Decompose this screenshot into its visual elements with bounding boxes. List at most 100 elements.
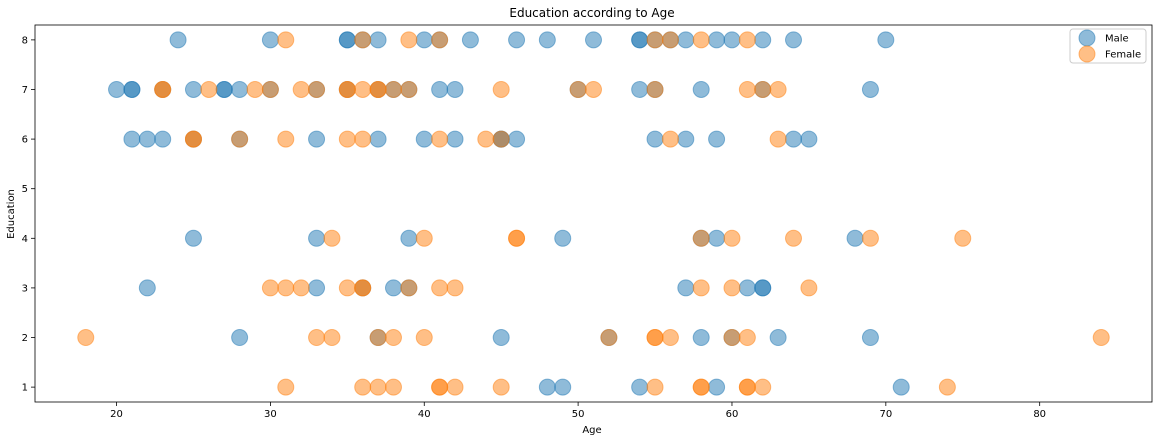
point-male-10 xyxy=(538,31,556,49)
point-male-49 xyxy=(308,130,326,148)
point-female-9 xyxy=(154,80,172,98)
point-male-67 xyxy=(846,229,864,247)
point-female-51 xyxy=(292,279,310,297)
point-female-13 xyxy=(292,80,310,98)
point-male-43 xyxy=(861,80,879,98)
point-female-34 xyxy=(354,130,372,148)
point-female-38 xyxy=(661,130,679,148)
point-female-73 xyxy=(1092,329,1110,347)
point-male-6 xyxy=(415,31,433,49)
point-female-6 xyxy=(692,31,710,49)
point-female-72 xyxy=(738,329,756,347)
y-tick-label: 5 xyxy=(22,184,28,195)
point-female-74 xyxy=(277,378,295,396)
point-female-28 xyxy=(769,80,787,98)
point-male-74 xyxy=(738,279,756,297)
chart-title: Education according to Age xyxy=(509,6,674,20)
point-male-22 xyxy=(108,80,126,98)
point-female-82 xyxy=(646,378,664,396)
point-female-63 xyxy=(323,329,341,347)
point-female-25 xyxy=(646,80,664,98)
point-male-62 xyxy=(308,229,326,247)
point-female-69 xyxy=(646,329,664,347)
point-female-48 xyxy=(954,229,972,247)
x-tick-label: 40 xyxy=(418,409,431,420)
point-female-36 xyxy=(477,130,495,148)
legend-marker-male xyxy=(1078,29,1096,47)
point-male-50 xyxy=(369,130,387,148)
point-male-20 xyxy=(785,31,803,49)
point-male-8 xyxy=(461,31,479,49)
y-tick-label: 8 xyxy=(22,35,28,46)
legend-label-male: Male xyxy=(1105,34,1129,45)
x-tick-label: 60 xyxy=(726,409,739,420)
point-male-84 xyxy=(861,329,879,347)
point-male-0 xyxy=(169,31,187,49)
axes-layer: 20 30 40 50 60 70 80 1 2 3 4 5 6 7 8 xyxy=(22,24,1153,420)
point-male-73 xyxy=(677,279,695,297)
point-female-3 xyxy=(431,31,449,49)
point-female-54 xyxy=(354,279,372,297)
x-tick-label: 20 xyxy=(110,409,123,420)
point-male-3 xyxy=(338,31,356,49)
point-male-81 xyxy=(692,329,710,347)
point-female-19 xyxy=(369,80,387,98)
point-female-24 xyxy=(585,80,602,98)
point-female-57 xyxy=(446,279,464,297)
x-tick-label: 70 xyxy=(879,409,892,420)
point-male-46 xyxy=(154,130,172,148)
x-axis-label: Age xyxy=(582,425,601,436)
point-male-52 xyxy=(446,130,464,148)
point-female-77 xyxy=(384,378,402,396)
point-male-36 xyxy=(431,80,449,98)
point-female-14 xyxy=(308,80,326,98)
point-male-41 xyxy=(692,80,710,98)
series-female xyxy=(77,31,1110,396)
point-male-28 xyxy=(215,80,233,98)
point-female-55 xyxy=(400,279,418,297)
legend-label-female: Female xyxy=(1105,50,1141,61)
point-male-13 xyxy=(631,31,649,49)
point-female-79 xyxy=(431,378,449,396)
point-male-68 xyxy=(138,279,156,297)
point-male-24 xyxy=(123,80,141,98)
point-female-62 xyxy=(308,329,326,347)
point-male-55 xyxy=(508,130,526,148)
point-female-26 xyxy=(738,80,756,98)
point-female-10 xyxy=(200,80,218,98)
point-female-23 xyxy=(569,80,587,98)
point-male-63 xyxy=(400,229,418,247)
point-female-11 xyxy=(246,80,264,98)
point-female-71 xyxy=(723,329,741,347)
point-female-39 xyxy=(769,130,787,148)
point-female-32 xyxy=(277,130,295,148)
point-female-1 xyxy=(354,31,372,49)
point-male-66 xyxy=(708,229,726,247)
point-male-89 xyxy=(892,378,910,396)
point-female-86 xyxy=(738,378,756,396)
point-female-58 xyxy=(692,279,710,297)
point-female-80 xyxy=(446,378,464,396)
point-female-81 xyxy=(492,378,510,396)
point-female-70 xyxy=(661,329,679,347)
point-female-7 xyxy=(738,31,756,49)
y-tick-label: 2 xyxy=(22,333,28,344)
point-female-75 xyxy=(354,378,372,396)
point-male-11 xyxy=(585,31,602,49)
point-male-76 xyxy=(754,279,772,297)
point-male-26 xyxy=(184,80,202,98)
point-female-52 xyxy=(338,279,356,297)
point-male-37 xyxy=(446,80,464,98)
point-male-61 xyxy=(184,229,202,247)
points-layer xyxy=(77,31,1110,396)
point-female-66 xyxy=(415,329,433,347)
point-female-35 xyxy=(431,130,449,148)
point-female-46 xyxy=(785,229,803,247)
point-female-16 xyxy=(338,80,356,98)
point-male-51 xyxy=(415,130,433,148)
point-male-5 xyxy=(369,31,387,49)
point-female-5 xyxy=(661,31,679,49)
point-female-67 xyxy=(600,329,618,347)
point-male-88 xyxy=(708,378,726,396)
